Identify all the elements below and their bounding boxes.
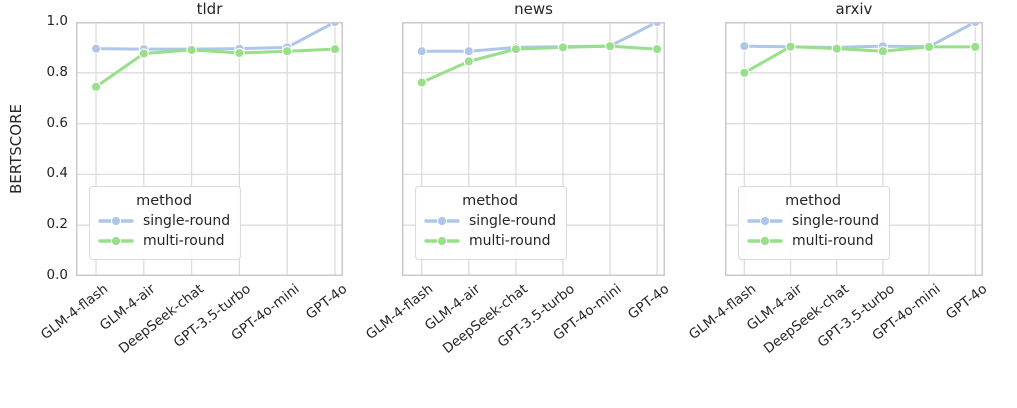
- x-tick-label-text: GPT-4o: [942, 281, 991, 323]
- legend-entry-label: single-round: [469, 213, 557, 229]
- x-tick-label: GPT-4o-mini: [533, 281, 625, 344]
- legend-entry-single-round: single-round: [98, 213, 230, 229]
- legend-entry-single-round: single-round: [424, 213, 556, 229]
- data-point-marker-multi-round: [604, 40, 616, 52]
- data-point-marker-single-round: [463, 46, 474, 57]
- x-tick-label-text: GPT-4o-mini: [550, 281, 625, 344]
- x-tick-label-text: GPT-4o: [624, 281, 672, 323]
- data-point-marker-multi-round: [923, 41, 935, 53]
- axes-spine: [402, 22, 665, 276]
- subplot-title-arxiv: arxiv: [835, 0, 873, 18]
- y-tick-label: 0.8: [46, 63, 68, 80]
- data-point-marker-multi-round: [186, 44, 197, 56]
- data-point-marker-multi-round: [970, 41, 981, 53]
- data-point-marker-multi-round: [510, 44, 522, 55]
- legend-entry-label: multi-round: [143, 233, 225, 249]
- x-tick-label: GPT-4o-mini: [211, 281, 302, 344]
- data-point-marker-multi-round: [557, 42, 569, 53]
- legend-line-marker-icon: [424, 235, 460, 247]
- legend-tldr: method single-round multi-round: [89, 186, 242, 260]
- legend-news: method single-round multi-round: [415, 186, 568, 260]
- x-tick-label: GPT-4o-mini: [852, 281, 944, 344]
- x-tick-label-text: GPT-4o-mini: [227, 281, 303, 344]
- legend-title: method: [462, 193, 519, 209]
- y-tick-label: 0.6: [46, 114, 68, 131]
- legend-line-marker-icon: [424, 215, 460, 227]
- legend-line-marker-icon: [747, 235, 783, 247]
- legend-entry-label: single-round: [143, 213, 231, 229]
- x-tick-label: GPT-4o: [615, 281, 672, 323]
- axes-spine: [725, 22, 983, 276]
- data-point-marker-single-round: [416, 46, 427, 57]
- series-line-single-round: [742, 22, 977, 49]
- data-point-marker-multi-round: [234, 47, 245, 59]
- legend-entry-single-round: single-round: [747, 213, 879, 229]
- data-point-marker-multi-round: [416, 77, 427, 88]
- subplot-title-news: news: [514, 0, 553, 18]
- series-line-multi-round: [94, 47, 337, 89]
- legend-entry-multi-round: multi-round: [424, 233, 556, 249]
- data-point-marker-multi-round: [831, 43, 842, 54]
- data-point-marker-multi-round: [463, 56, 474, 67]
- legend-entry-multi-round: multi-round: [98, 233, 230, 249]
- legend-entry-label: multi-round: [792, 233, 874, 249]
- plot-area-tldr: [76, 22, 343, 276]
- legend-entry-multi-round: multi-round: [747, 233, 879, 249]
- legend-entry-label: single-round: [792, 213, 880, 229]
- x-tick-label: GPT-4o: [933, 281, 990, 323]
- data-point-marker-multi-round: [739, 67, 750, 78]
- y-tick-label: 0.0: [46, 267, 68, 283]
- y-tick-label: 1.0: [46, 13, 68, 29]
- legend-arxiv: method single-round multi-round: [738, 186, 891, 260]
- series-line-single-round: [94, 22, 337, 51]
- y-tick-label: 0.4: [46, 165, 68, 182]
- x-tick-label-text: GPT-4o: [302, 281, 350, 323]
- axes-spine: [76, 22, 343, 276]
- legend-line-marker-icon: [98, 235, 134, 247]
- series-line-multi-round: [420, 44, 659, 84]
- legend-entry-label: multi-round: [469, 233, 551, 249]
- data-point-marker-multi-round: [138, 48, 149, 59]
- legend-title: method: [136, 193, 193, 209]
- legend-line-marker-icon: [747, 215, 783, 227]
- legend-title: method: [785, 193, 842, 209]
- legend-line-marker-icon: [98, 215, 134, 227]
- data-point-marker-single-round: [90, 43, 102, 54]
- y-tick-label: 0.2: [46, 216, 68, 233]
- y-axis-label: BERTSCORE: [7, 104, 25, 194]
- plot-area-arxiv: [725, 22, 983, 276]
- data-point-marker-multi-round: [785, 41, 796, 52]
- data-point-marker-multi-round: [329, 44, 341, 55]
- data-point-marker-multi-round: [282, 46, 293, 57]
- data-point-marker-multi-round: [90, 81, 102, 92]
- x-tick-label: GPT-4o: [293, 281, 350, 323]
- series-line-multi-round: [742, 45, 977, 75]
- data-point-marker-multi-round: [877, 46, 889, 57]
- subplot-title-tldr: tldr: [196, 0, 223, 18]
- data-point-marker-multi-round: [651, 44, 663, 55]
- data-point-marker-single-round: [739, 40, 750, 52]
